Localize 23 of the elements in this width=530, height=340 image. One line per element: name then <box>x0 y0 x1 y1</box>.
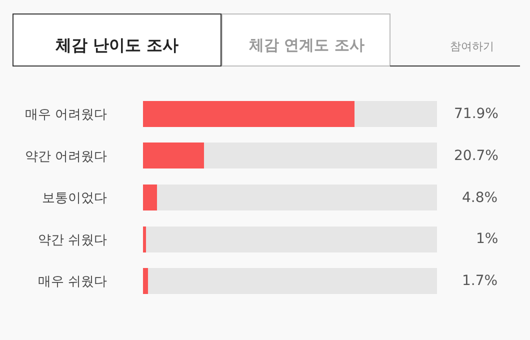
chart-title: 체감 난이도 조사 <box>54 36 179 55</box>
y-tick-label: 약간 어려웠다 <box>24 149 107 164</box>
text: 참여하기 <box>450 40 494 53</box>
data-label: 1% <box>476 231 498 247</box>
data-label: 71.9% <box>454 106 498 122</box>
data-label: 4.8% <box>462 190 498 206</box>
bar <box>354 100 437 127</box>
data-label: 20.7% <box>454 148 498 164</box>
bar <box>143 142 204 169</box>
y-tick-label: 매우 어려웠다 <box>24 107 107 122</box>
bar <box>146 226 437 252</box>
bar <box>143 184 158 210</box>
bar <box>143 226 146 252</box>
y-tick-label: 약간 쉬웠다 <box>38 232 107 248</box>
bar <box>204 142 437 169</box>
data-label: 1.7% <box>462 273 498 289</box>
text: 체감 연계도 조사 <box>248 36 364 54</box>
bar <box>148 268 437 294</box>
y-tick-label: 매우 쉬웠다 <box>38 274 107 290</box>
y-tick-label: 보통이었다 <box>42 191 107 206</box>
bar <box>143 100 354 127</box>
bar <box>143 268 148 294</box>
bar <box>157 184 437 210</box>
